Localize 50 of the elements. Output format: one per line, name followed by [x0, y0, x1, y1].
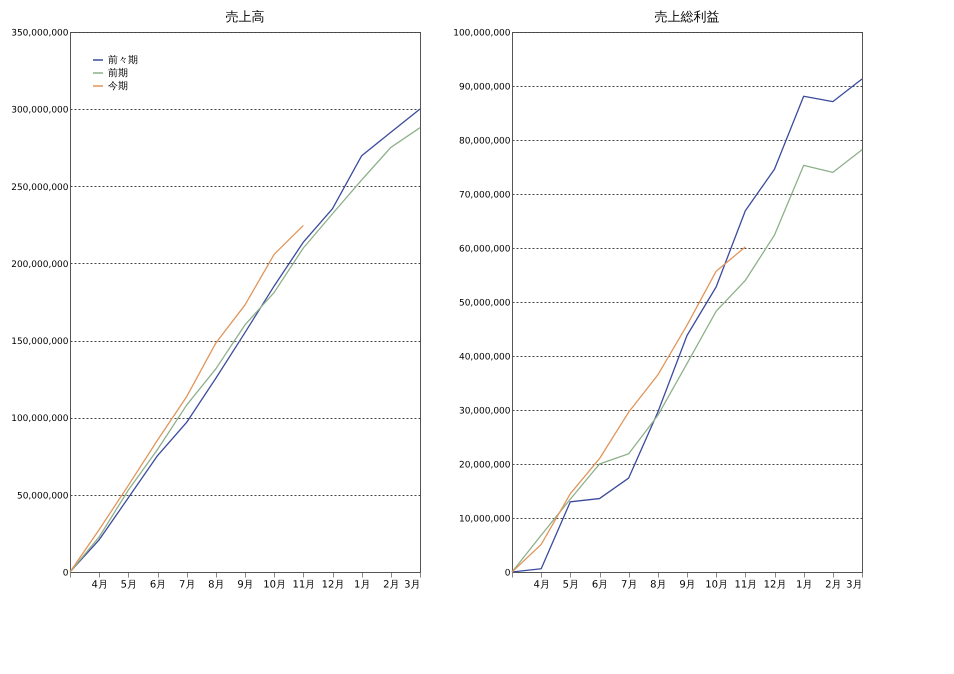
y-tick-label: 350,000,000	[11, 28, 69, 38]
x-tick-label: 7月	[620, 580, 638, 590]
x-tick-label: 6月	[150, 580, 166, 590]
y-tick-label: 10,000,000	[458, 514, 511, 524]
y-tick-label: 50,000,000	[16, 491, 69, 502]
chart-title: 売上総利益	[654, 10, 720, 25]
legend-label: 今期	[108, 80, 128, 92]
y-tick-label: 70,000,000	[458, 190, 511, 200]
x-tick-label: 1月	[796, 580, 812, 590]
x-tick-label: 12月	[322, 580, 344, 590]
y-tick-label: 20,000,000	[458, 460, 511, 470]
y-tick-label: 90,000,000	[458, 82, 511, 92]
x-tick-label: 6月	[592, 580, 608, 590]
x-tick-label: 7月	[178, 580, 196, 590]
x-tick-label: 11月	[734, 580, 758, 590]
line-series	[69, 224, 304, 573]
y-tick-label: 150,000,000	[11, 337, 69, 348]
y-tick-label: 300,000,000	[11, 106, 69, 116]
x-tick-label: 5月	[120, 580, 138, 590]
legend-label: 前々期	[108, 54, 138, 66]
y-tick-label: 100,000,000	[453, 28, 511, 38]
x-tick-label: 10月	[705, 580, 728, 590]
chart-title: 売上高	[226, 9, 264, 25]
x-tick-label: 3月	[404, 580, 420, 590]
x-tick-label: 3月	[846, 580, 862, 590]
x-tick-label: 9月	[679, 580, 696, 590]
y-tick-label: 50,000,000	[458, 298, 511, 308]
x-tick-label: 9月	[237, 580, 254, 590]
y-tick-label: 60,000,000	[458, 244, 511, 254]
x-tick-label: 2月	[825, 580, 842, 590]
y-tick-label: 0	[62, 568, 69, 578]
y-tick-label: 100,000,000	[11, 414, 69, 424]
y-tick-label: 200,000,000	[11, 260, 69, 270]
x-tick-label: 1月	[354, 580, 370, 590]
x-tick-label: 12月	[764, 580, 786, 590]
y-tick-label: 250,000,000	[11, 182, 69, 193]
x-tick-label: 2月	[383, 580, 400, 590]
x-tick-label: 4月	[91, 580, 108, 590]
x-tick-label: 5月	[562, 580, 580, 590]
x-tick-label: 4月	[533, 580, 550, 590]
y-tick-label: 0	[504, 568, 511, 578]
x-tick-label: 11月	[292, 580, 316, 590]
legend-label: 前期	[108, 67, 128, 79]
x-tick-label: 8月	[208, 580, 225, 590]
y-tick-label: 40,000,000	[458, 352, 511, 362]
line-series	[511, 246, 746, 573]
x-tick-label: 8月	[650, 580, 667, 590]
y-tick-label: 30,000,000	[458, 406, 511, 416]
x-tick-label: 10月	[263, 580, 286, 590]
y-tick-label: 80,000,000	[458, 136, 511, 146]
